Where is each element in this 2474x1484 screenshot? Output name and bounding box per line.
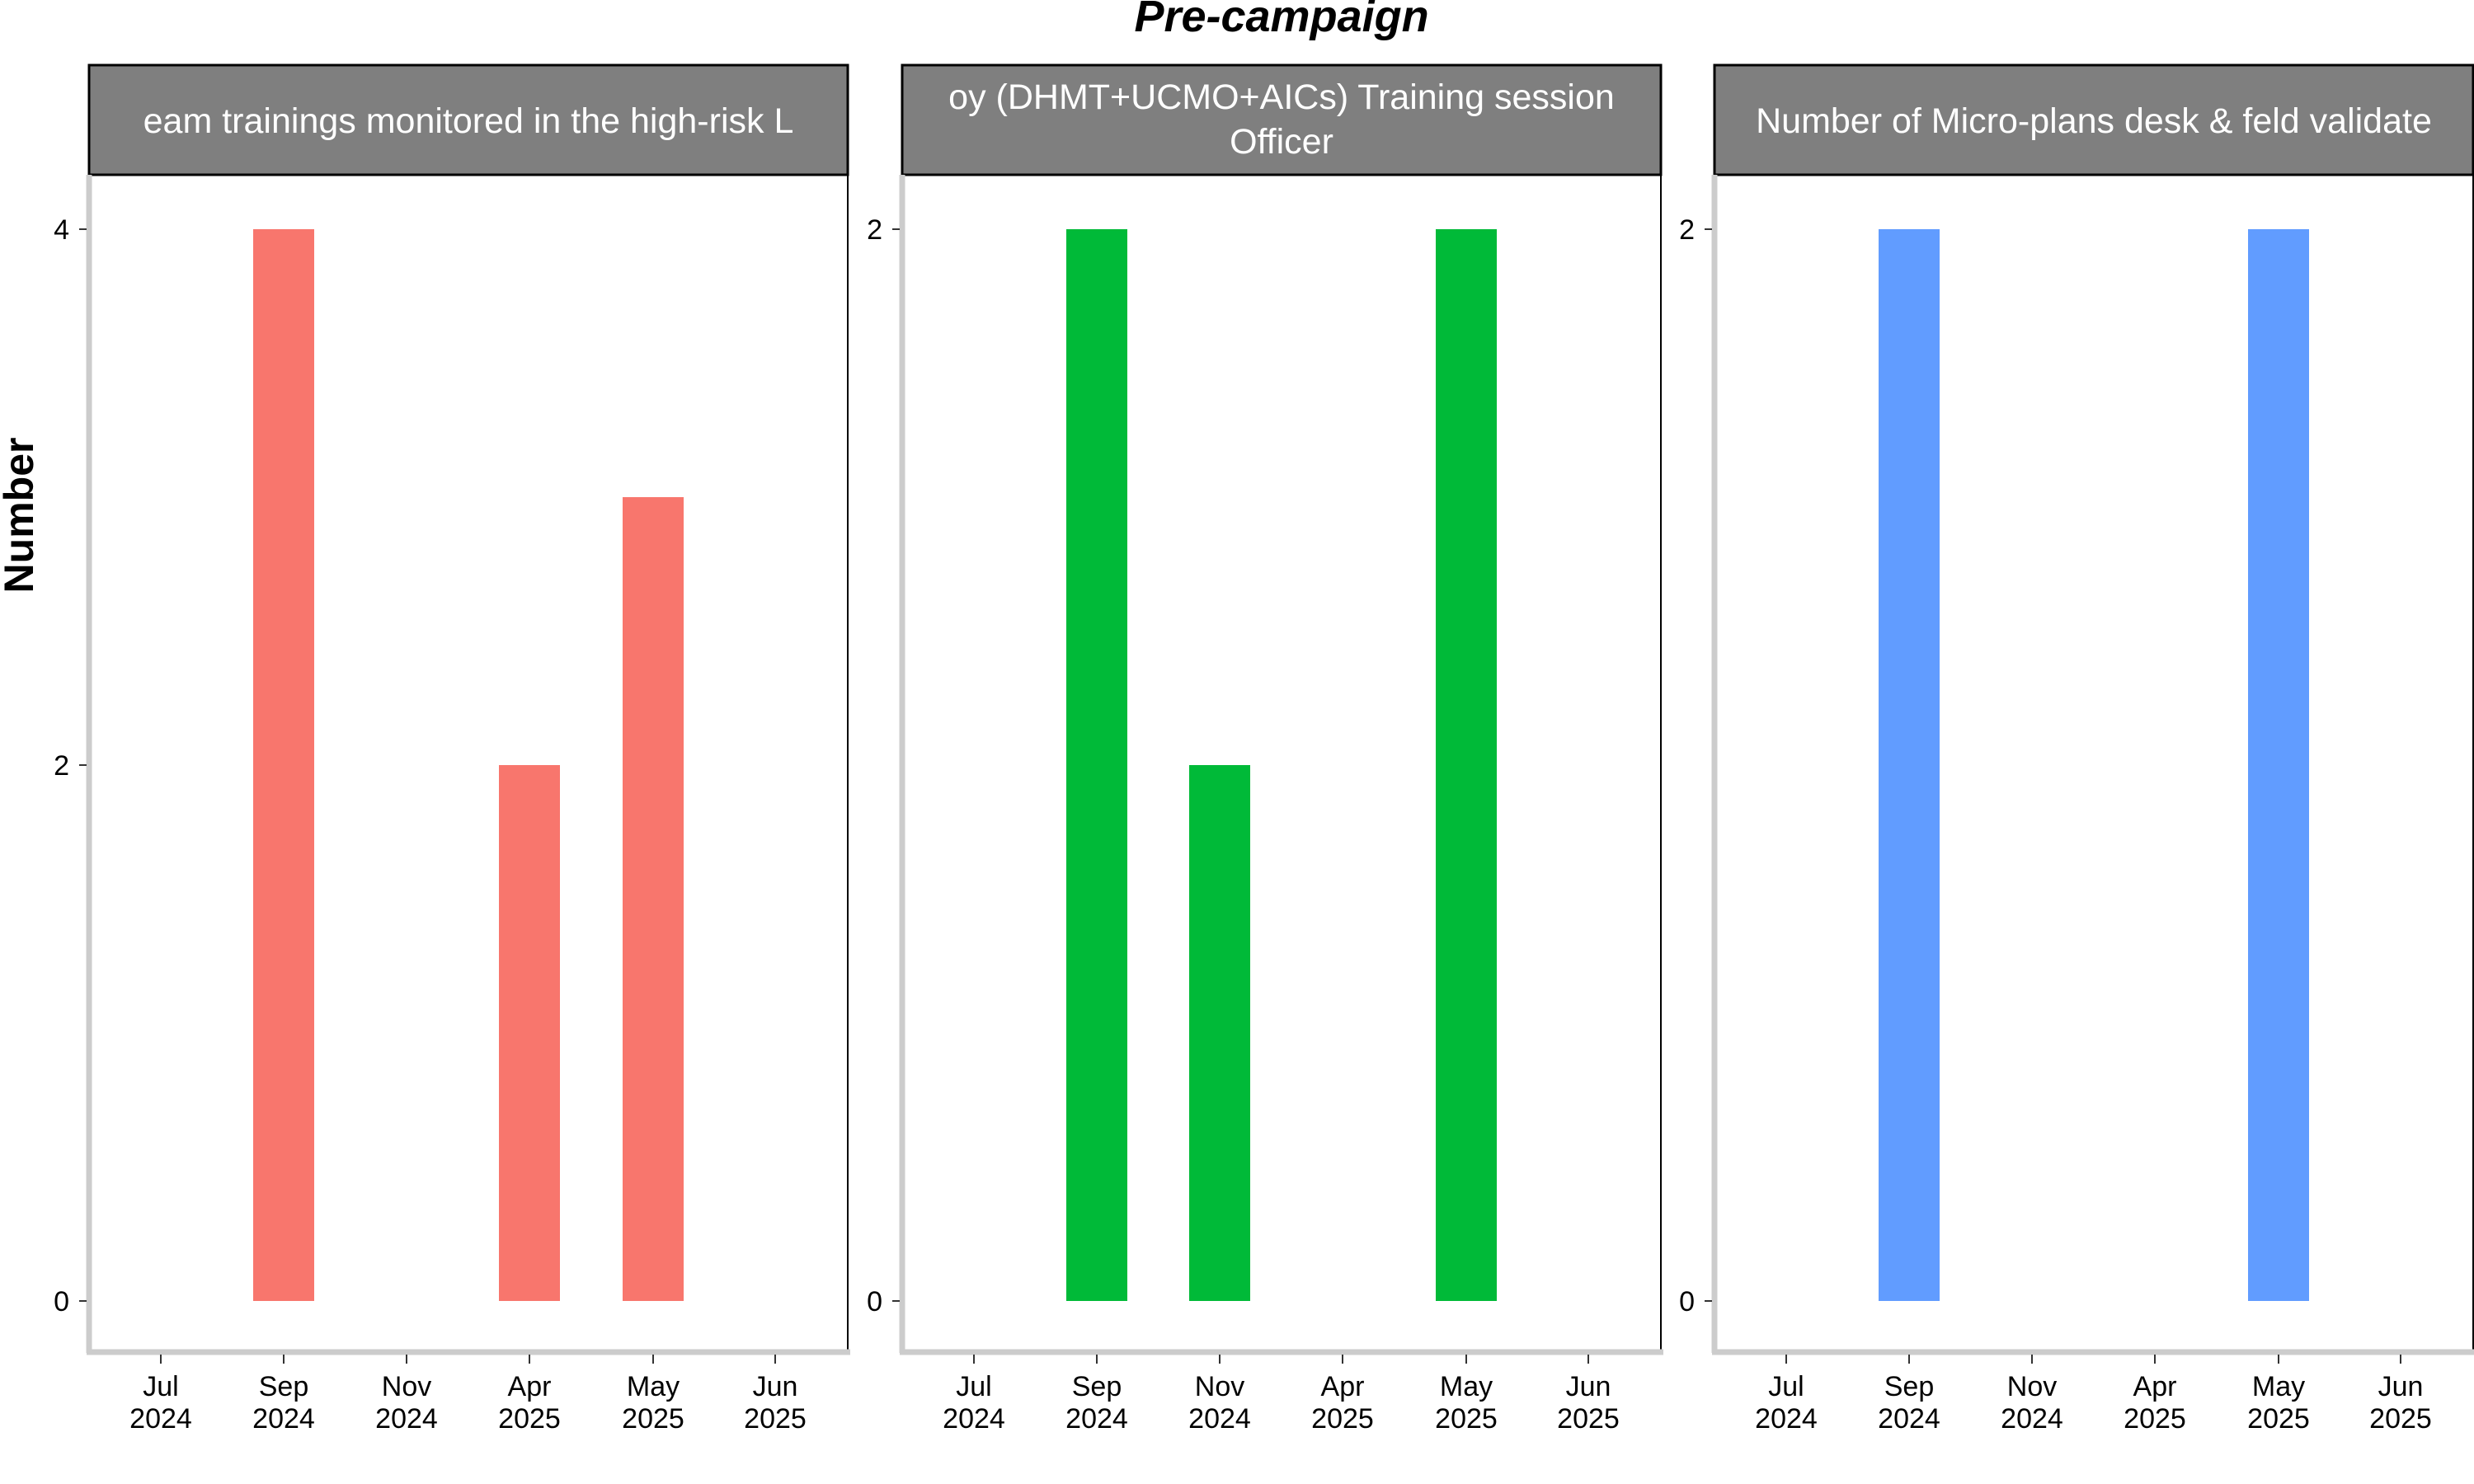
chart-title: Pre-campaign [1134, 0, 1428, 41]
bar-2025-05 [1436, 229, 1497, 1301]
panel-background [1714, 175, 2473, 1352]
x-tick-label-year: 2024 [1755, 1403, 1818, 1435]
x-tick-label-year: 2025 [2369, 1403, 2432, 1435]
y-tick-label: 0 [1679, 1286, 1695, 1317]
bar-2025-05 [2248, 229, 2309, 1301]
x-tick-label-month: Jul [143, 1371, 178, 1402]
bar-2025-04 [499, 765, 560, 1301]
facet-strip [1713, 63, 2474, 176]
bar-2024-09 [253, 229, 314, 1301]
facet-label-line: oy (DHMT+UCMO+AICs) Training session [948, 77, 1615, 117]
panel-background [89, 175, 848, 1352]
x-tick-label-year: 2025 [498, 1403, 561, 1435]
facet-panel-2: oy (DHMT+UCMO+AICs) Training session Offi… [867, 63, 1663, 1435]
x-tick-label-year: 2024 [2001, 1403, 2063, 1435]
x-tick-label-month: Jun [2378, 1371, 2424, 1402]
facet-panel-3: Number of Micro-plans desk & feld valida… [1679, 63, 2474, 1435]
x-tick-label-year: 2025 [2124, 1403, 2186, 1435]
x-tick-label-year: 2024 [1065, 1403, 1128, 1435]
x-tick-label-month: Apr [1321, 1371, 1365, 1402]
y-tick-label: 0 [867, 1286, 882, 1317]
x-tick-label-month: May [2252, 1371, 2305, 1402]
x-tick-label-month: Sep [1884, 1371, 1935, 1402]
x-tick-label-month: May [1440, 1371, 1493, 1402]
bar-2024-09 [1066, 229, 1127, 1301]
bar-2025-05 [623, 497, 684, 1301]
x-tick-label-year: 2025 [1557, 1403, 1620, 1435]
x-tick-label-month: Nov [1195, 1371, 1244, 1402]
x-tick-label-month: Sep [259, 1371, 309, 1402]
x-tick-label-year: 2025 [1311, 1403, 1374, 1435]
x-tick-label-month: May [627, 1371, 680, 1402]
y-axis-label: Number [0, 438, 42, 594]
bar-2024-11 [1189, 765, 1250, 1301]
x-tick-label-month: Apr [2133, 1371, 2177, 1402]
x-tick-label-month: Jul [956, 1371, 991, 1402]
y-tick-label: 4 [54, 214, 69, 246]
facet-label-line: eam trainings monitored in the high-risk… [143, 101, 794, 141]
facet-panels: eam trainings monitored in the high-risk… [54, 63, 2474, 1435]
x-tick-label-month: Sep [1072, 1371, 1122, 1402]
x-tick-label-year: 2025 [622, 1403, 684, 1435]
y-tick-label: 2 [1679, 214, 1695, 246]
x-tick-label-year: 2024 [1878, 1403, 1940, 1435]
x-tick-label-month: Nov [382, 1371, 431, 1402]
facet-panel-1: eam trainings monitored in the high-risk… [54, 63, 850, 1435]
x-tick-label-year: 2025 [1435, 1403, 1498, 1435]
facet-label-line: Number of Micro-plans desk & feld valida… [1756, 101, 2432, 141]
x-tick-label-month: Nov [2007, 1371, 2057, 1402]
x-tick-label-year: 2024 [129, 1403, 192, 1435]
facet-strip [901, 63, 1663, 176]
y-tick-label: 2 [54, 750, 69, 782]
facet-strip [87, 63, 849, 176]
x-tick-label-month: Jul [1768, 1371, 1804, 1402]
x-tick-label-year: 2025 [2247, 1403, 2310, 1435]
panel-background [902, 175, 1661, 1352]
bar-2024-09 [1879, 229, 1940, 1301]
x-tick-label-year: 2024 [943, 1403, 1005, 1435]
x-tick-label-year: 2025 [744, 1403, 807, 1435]
x-tick-label-month: Jun [753, 1371, 798, 1402]
facet-label-line: Officer [1230, 122, 1333, 162]
x-tick-label-month: Jun [1566, 1371, 1611, 1402]
y-tick-label: 2 [867, 214, 882, 246]
x-tick-label-year: 2024 [1188, 1403, 1251, 1435]
x-tick-label-year: 2024 [252, 1403, 315, 1435]
x-tick-label-year: 2024 [375, 1403, 438, 1435]
y-tick-label: 0 [54, 1286, 69, 1317]
x-tick-label-month: Apr [508, 1371, 552, 1402]
